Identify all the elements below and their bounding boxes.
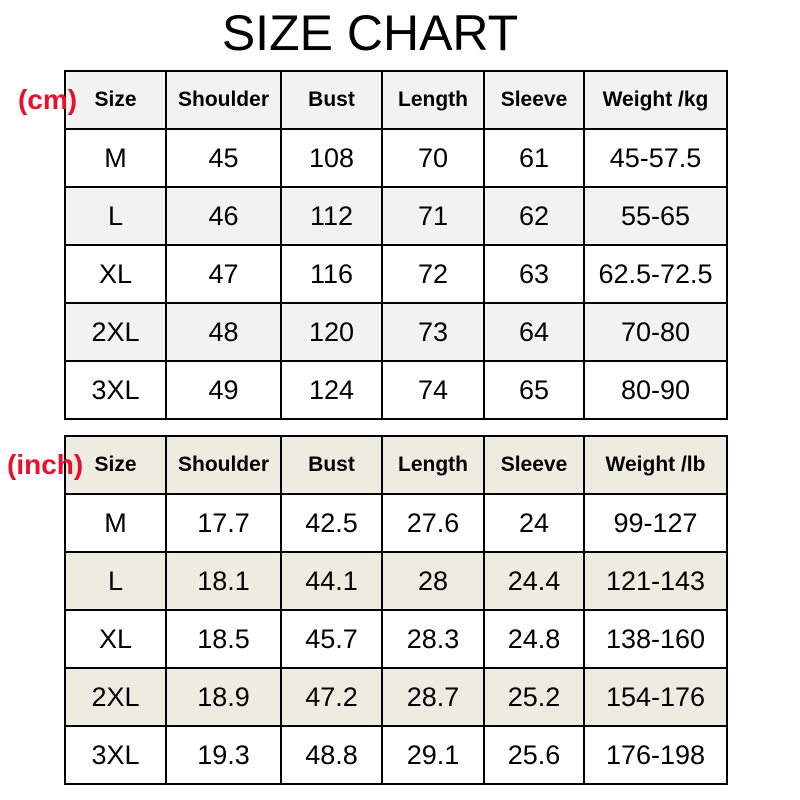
column-header: Length — [381, 435, 485, 495]
column-header: Size — [64, 70, 167, 130]
table-cell: 3XL — [64, 725, 167, 785]
table-cell: 72 — [381, 244, 485, 304]
column-header: Sleeve — [483, 435, 585, 495]
table-row: XL 47 116 72 63 62.5-72.5 — [64, 244, 728, 304]
table-cell: 61 — [483, 128, 585, 188]
table-cell: 25.6 — [483, 725, 585, 785]
table-cell: 24 — [483, 493, 585, 553]
table-cell: 24.8 — [483, 609, 585, 669]
table-cell: 49 — [165, 360, 282, 420]
table-cell: 28.7 — [381, 667, 485, 727]
table-cell: 27.6 — [381, 493, 485, 553]
header-row: Size Shoulder Bust Length Sleeve Weight /lb — [64, 435, 728, 495]
table-cell: 48.8 — [280, 725, 383, 785]
inch-unit-label: (inch) — [7, 449, 84, 480]
table-cell: 65 — [483, 360, 585, 420]
table-cell: 28 — [381, 551, 485, 611]
table-cell: 45-57.5 — [583, 128, 728, 188]
table-cell: 2XL — [64, 667, 167, 727]
table-row: 3XL 49 124 74 65 80-90 — [64, 360, 728, 420]
table-cell: 124 — [280, 360, 383, 420]
column-header: Bust — [280, 70, 383, 130]
table-cell: 46 — [165, 186, 282, 246]
table-row: M 45 108 70 61 45-57.5 — [64, 128, 728, 188]
table-cell: 62 — [483, 186, 585, 246]
table-cell: M — [64, 493, 167, 553]
table-cell: 63 — [483, 244, 585, 304]
table-cell: L — [64, 551, 167, 611]
column-header: Weight /kg — [583, 70, 728, 130]
table-cell: 73 — [381, 302, 485, 362]
table-cell: 42.5 — [280, 493, 383, 553]
cm-size-table: Size Shoulder Bust Length Sleeve Weight /kg M 4… — [64, 70, 728, 420]
inch-size-table: Size Shoulder Bust Length Sleeve Weight /lb M 1… — [64, 435, 728, 785]
table-cell: 45.7 — [280, 609, 383, 669]
header-row: Size Shoulder Bust Length Sleeve Weight /kg — [64, 70, 728, 130]
table-cell: 55-65 — [583, 186, 728, 246]
table-cell: L — [64, 186, 167, 246]
table-cell: 138-160 — [583, 609, 728, 669]
table-cell: 3XL — [64, 360, 167, 420]
table-cell: 62.5-72.5 — [583, 244, 728, 304]
table-cell: 17.7 — [165, 493, 282, 553]
table-cell: 70 — [381, 128, 485, 188]
table-cell: 44.1 — [280, 551, 383, 611]
table-cell: 64 — [483, 302, 585, 362]
table-cell: XL — [64, 609, 167, 669]
column-header: Bust — [280, 435, 383, 495]
table-cell: 25.2 — [483, 667, 585, 727]
table-cell: 18.1 — [165, 551, 282, 611]
table-cell: M — [64, 128, 167, 188]
table-row: L 46 112 71 62 55-65 — [64, 186, 728, 246]
table-cell: 121-143 — [583, 551, 728, 611]
table-cell: XL — [64, 244, 167, 304]
table-cell: 70-80 — [583, 302, 728, 362]
table-cell: 99-127 — [583, 493, 728, 553]
table-cell: 2XL — [64, 302, 167, 362]
table-cell: 18.5 — [165, 609, 282, 669]
table-cell: 29.1 — [381, 725, 485, 785]
page-title: SIZE CHART — [221, 5, 519, 61]
table-row: 2XL 48 120 73 64 70-80 — [64, 302, 728, 362]
table-cell: 154-176 — [583, 667, 728, 727]
table-row: M 17.7 42.5 27.6 24 99-127 — [64, 493, 728, 553]
table-cell: 19.3 — [165, 725, 282, 785]
table-cell: 24.4 — [483, 551, 585, 611]
table-cell: 18.9 — [165, 667, 282, 727]
table-cell: 176-198 — [583, 725, 728, 785]
table-cell: 45 — [165, 128, 282, 188]
column-header: Length — [381, 70, 485, 130]
table-cell: 28.3 — [381, 609, 485, 669]
cm-unit-label: (cm) — [18, 84, 78, 115]
table-cell: 48 — [165, 302, 282, 362]
column-header: Shoulder — [165, 70, 282, 130]
table-cell: 74 — [381, 360, 485, 420]
column-header: Size — [64, 435, 167, 495]
table-cell: 116 — [280, 244, 383, 304]
table-row: 2XL 18.9 47.2 28.7 25.2 154-176 — [64, 667, 728, 727]
table-row: 3XL 19.3 48.8 29.1 25.6 176-198 — [64, 725, 728, 785]
column-header: Shoulder — [165, 435, 282, 495]
table-row: L 18.1 44.1 28 24.4 121-143 — [64, 551, 728, 611]
table-cell: 120 — [280, 302, 383, 362]
table-cell: 108 — [280, 128, 383, 188]
column-header: Sleeve — [483, 70, 585, 130]
table-row: XL 18.5 45.7 28.3 24.8 138-160 — [64, 609, 728, 669]
table-cell: 80-90 — [583, 360, 728, 420]
table-cell: 47 — [165, 244, 282, 304]
table-cell: 112 — [280, 186, 383, 246]
column-header: Weight /lb — [583, 435, 728, 495]
table-cell: 71 — [381, 186, 485, 246]
table-cell: 47.2 — [280, 667, 383, 727]
